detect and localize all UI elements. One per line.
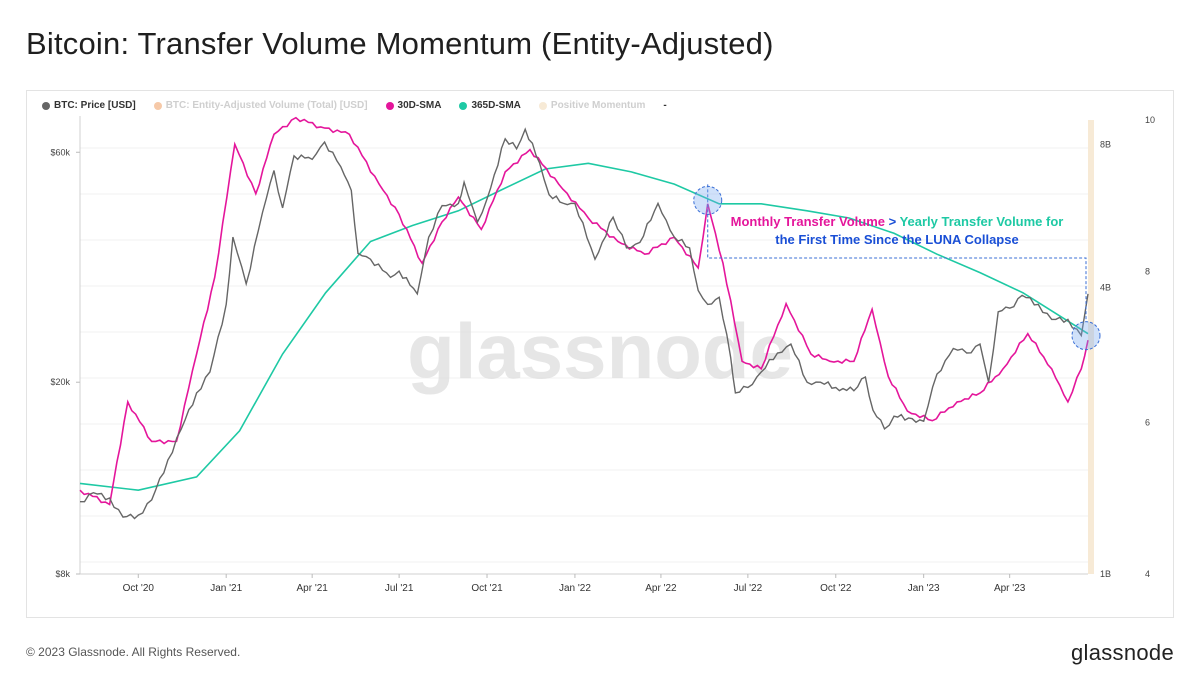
legend-dot-icon bbox=[459, 101, 468, 110]
x-tick-label: Apr '22 bbox=[645, 583, 677, 594]
footer-copyright: © 2023 Glassnode. All Rights Reserved. bbox=[26, 645, 241, 659]
legend-dot-icon bbox=[153, 101, 162, 110]
y-right-far-tick-label: 6 bbox=[1145, 418, 1150, 428]
series-30d-sma-line bbox=[79, 116, 1089, 506]
annotation-pink-text: Monthly Transfer Volume bbox=[731, 214, 885, 229]
watermark: glassnode bbox=[407, 307, 793, 395]
legend-dot-icon bbox=[538, 101, 547, 110]
legend-label: - bbox=[663, 100, 667, 111]
legend-label: Positive Momentum bbox=[550, 100, 646, 111]
x-tick-label: Apr '21 bbox=[296, 583, 328, 594]
positive-momentum-band bbox=[1088, 120, 1094, 574]
legend-item-2[interactable]: 30D-SMA bbox=[385, 100, 442, 111]
legend-item-1[interactable]: BTC: Entity-Adjusted Volume (Total) [USD… bbox=[153, 100, 368, 111]
series-btc-price-line bbox=[80, 127, 1089, 520]
legend-dot-icon bbox=[385, 101, 394, 110]
x-tick-label: Oct '21 bbox=[471, 583, 503, 594]
annotation-green-text: Yearly Transfer Volume for bbox=[900, 214, 1064, 229]
y-left-tick-label: $20k bbox=[50, 377, 70, 387]
annotation-circle-current bbox=[1071, 321, 1101, 351]
y-left-tick-label: $8k bbox=[55, 569, 70, 579]
page-title: Bitcoin: Transfer Volume Momentum (Entit… bbox=[26, 26, 774, 61]
legend-item-4[interactable]: Positive Momentum bbox=[538, 100, 646, 111]
legend-item-3[interactable]: 365D-SMA bbox=[459, 100, 521, 111]
x-tick-label: Jul '21 bbox=[385, 583, 414, 594]
legend-label: 365D-SMA bbox=[471, 100, 521, 111]
x-tick-label: Jul '22 bbox=[734, 583, 763, 594]
legend-item-0[interactable]: BTC: Price [USD] bbox=[42, 100, 136, 111]
x-tick-label: Apr '23 bbox=[994, 583, 1026, 594]
x-tick-label: Jan '21 bbox=[210, 583, 242, 594]
annotation-connector bbox=[707, 184, 1087, 320]
chart-legend: BTC: Price [USD] BTC: Entity-Adjusted Vol… bbox=[42, 100, 667, 111]
legend-dot-icon bbox=[42, 101, 50, 110]
annotation-separator: > bbox=[885, 214, 900, 229]
glassnode-logo: glassnode bbox=[1071, 640, 1174, 665]
annotation-line-2: the First Time Since the LUNA Collapse bbox=[775, 232, 1018, 247]
legend-label: BTC: Price [USD] bbox=[54, 100, 136, 111]
legend-label: 30D-SMA bbox=[397, 100, 442, 111]
x-tick-label: Jan '22 bbox=[559, 583, 591, 594]
y-right-volume-tick-label: 4B bbox=[1100, 283, 1111, 293]
y-left-tick-label: $60k bbox=[50, 147, 70, 157]
y-right-volume-tick-label: 1B bbox=[1100, 569, 1111, 579]
annotation-circle-luna bbox=[693, 185, 723, 215]
y-right-far-tick-label: 4 bbox=[1145, 569, 1150, 579]
series-365d-sma-line bbox=[79, 162, 1089, 492]
legend-item-5[interactable]: - bbox=[663, 100, 666, 111]
y-right-far-tick-label: 8 bbox=[1145, 266, 1150, 276]
x-tick-label: Oct '22 bbox=[820, 583, 852, 594]
x-tick-label: Jan '23 bbox=[908, 583, 940, 594]
legend-label: BTC: Entity-Adjusted Volume (Total) [USD… bbox=[165, 100, 368, 111]
x-tick-label: Oct '20 bbox=[123, 583, 155, 594]
y-right-far-tick-label: 10 bbox=[1145, 115, 1155, 125]
y-right-volume-tick-label: 8B bbox=[1100, 139, 1111, 149]
chart-panel bbox=[26, 90, 1174, 618]
annotation-line-1: Monthly Transfer Volume > Yearly Transfe… bbox=[731, 214, 1064, 229]
